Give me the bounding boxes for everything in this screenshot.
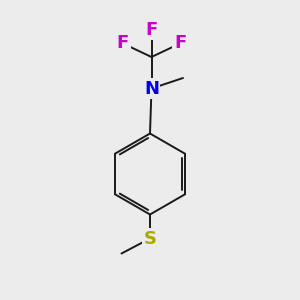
Text: F: F: [117, 34, 129, 52]
Text: S: S: [143, 230, 157, 247]
Text: F: F: [146, 21, 158, 39]
Text: F: F: [174, 34, 186, 52]
Text: N: N: [144, 80, 159, 98]
